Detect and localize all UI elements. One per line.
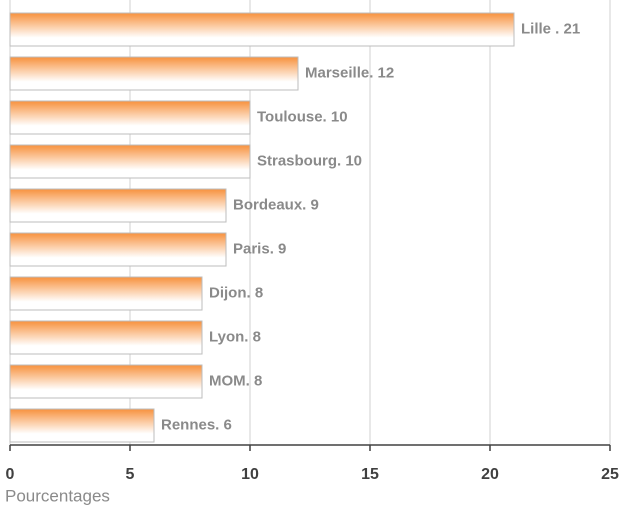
value-label: Strasbourg. 10 [257, 152, 362, 169]
bar [9, 232, 227, 267]
value-label: Lille . 21 [521, 20, 580, 37]
x-tick-label: 10 [241, 466, 259, 483]
value-label: Paris. 9 [233, 240, 286, 257]
bar [9, 56, 299, 91]
value-label: Dijon. 8 [209, 284, 263, 301]
bar [9, 364, 203, 399]
x-tick-label: 20 [481, 466, 499, 483]
x-tick-label: 0 [6, 466, 15, 483]
value-label: Marseille. 12 [305, 64, 394, 81]
bar [9, 276, 203, 311]
bar [9, 144, 251, 179]
value-label: Bordeaux. 9 [233, 196, 319, 213]
bar [9, 320, 203, 355]
bar [9, 188, 227, 223]
value-label: Rennes. 6 [161, 416, 232, 433]
x-axis-label: Pourcentages [5, 486, 110, 505]
bar [9, 408, 155, 443]
x-tick-label: 25 [601, 466, 619, 483]
bar [9, 100, 251, 135]
value-label: Lyon. 8 [209, 328, 261, 345]
value-label: Toulouse. 10 [257, 108, 348, 125]
x-tick-label: 15 [361, 466, 379, 483]
x-tick-label: 5 [126, 466, 135, 483]
bar [9, 12, 515, 47]
value-label: MOM. 8 [209, 372, 262, 389]
